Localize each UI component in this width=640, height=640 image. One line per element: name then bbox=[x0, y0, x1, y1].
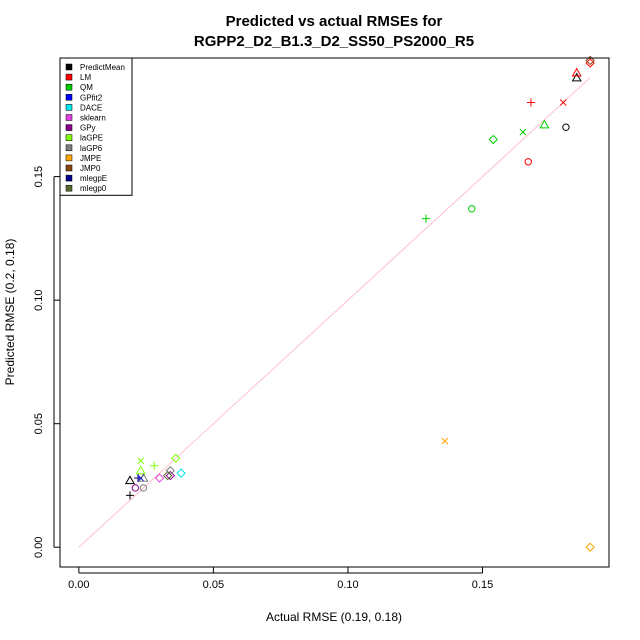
legend-label: QM bbox=[80, 83, 93, 92]
legend-label: DACE bbox=[80, 103, 102, 112]
legend-label: JMP0 bbox=[80, 164, 101, 173]
x-tick-label: 0.00 bbox=[68, 579, 89, 591]
x-axis-label: Actual RMSE (0.19, 0.18) bbox=[266, 610, 402, 624]
legend-swatch bbox=[66, 94, 72, 100]
y-tick-label: 0.15 bbox=[33, 166, 45, 187]
legend-swatch bbox=[66, 145, 72, 151]
legend-swatch bbox=[66, 125, 72, 131]
legend-label: mlegpE bbox=[80, 174, 107, 183]
legend-swatch bbox=[66, 64, 72, 70]
legend-swatch bbox=[66, 104, 72, 110]
legend-swatch bbox=[66, 155, 72, 161]
chart-title-line-2: RGPP2_D2_B1.3_D2_SS50_PS2000_R5 bbox=[194, 33, 474, 50]
x-tick-label: 0.15 bbox=[472, 579, 493, 591]
legend-label: sklearn bbox=[80, 114, 106, 123]
legend-label: LM bbox=[80, 73, 91, 82]
legend-swatch bbox=[66, 165, 72, 171]
y-tick-label: 0.10 bbox=[33, 289, 45, 310]
y-tick-label: 0.00 bbox=[33, 537, 45, 558]
legend-label: JMPE bbox=[80, 154, 101, 163]
legend-label: laGP6 bbox=[80, 144, 103, 153]
legend-swatch bbox=[66, 185, 72, 191]
legend-label: mlegp0 bbox=[80, 184, 107, 193]
x-tick-label: 0.10 bbox=[337, 579, 358, 591]
legend-swatch bbox=[66, 175, 72, 181]
legend-swatch bbox=[66, 115, 72, 121]
y-tick-label: 0.05 bbox=[33, 413, 45, 434]
legend-swatch bbox=[66, 135, 72, 141]
chart-title-line-1: Predicted vs actual RMSEs for bbox=[226, 13, 443, 30]
legend-swatch bbox=[66, 84, 72, 90]
y-axis-label: Predicted RMSE (0.2, 0.18) bbox=[3, 239, 17, 386]
legend-swatch bbox=[66, 74, 72, 80]
legend-label: GPfit2 bbox=[80, 93, 103, 102]
legend-label: GPy bbox=[80, 124, 96, 133]
legend-label: laGPE bbox=[80, 134, 103, 143]
legend-label: PredictMean bbox=[80, 63, 125, 72]
x-tick-label: 0.05 bbox=[203, 579, 224, 591]
